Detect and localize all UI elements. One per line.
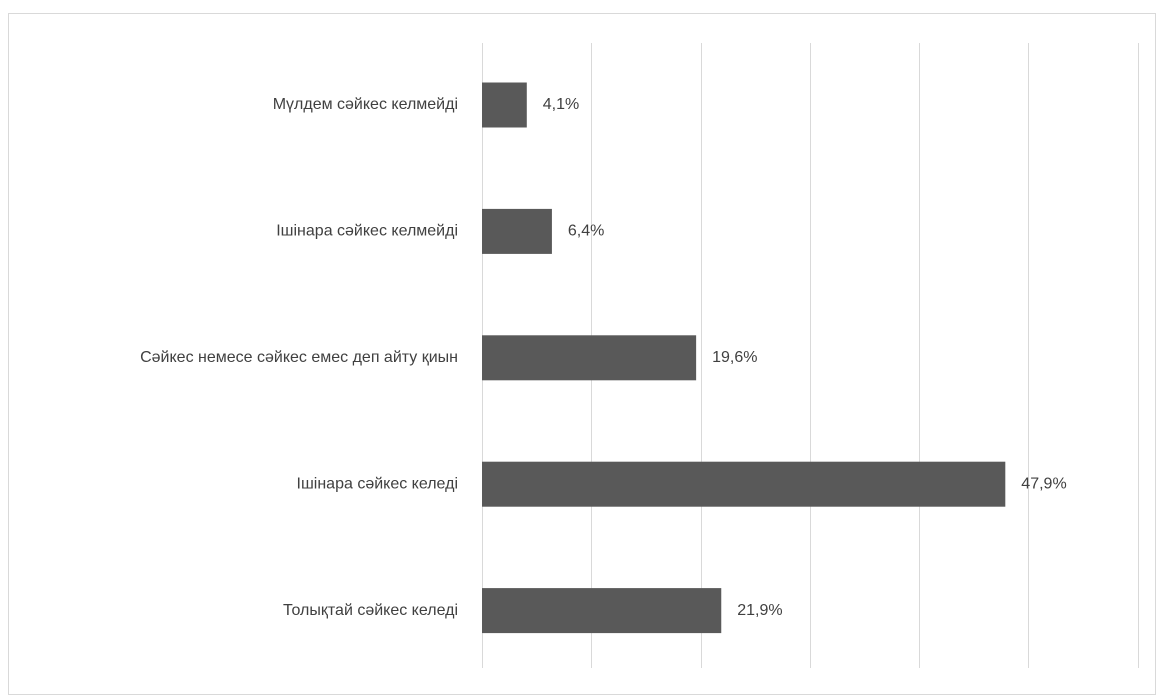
category-labels: Мүлдем сәйкес келмейді Ішінара сәйкес кел… <box>140 96 458 619</box>
bar-4 <box>482 588 722 634</box>
bar-1 <box>482 208 552 254</box>
bar-3 <box>482 461 1006 507</box>
value-label-2: 19,6% <box>712 349 757 366</box>
category-label-3: Ішінара сәйкес келеді <box>297 475 459 492</box>
category-label-4: Толықтай сәйкес келеді <box>283 602 458 619</box>
value-label-3: 47,9% <box>1021 475 1066 492</box>
bars <box>482 82 1006 634</box>
value-label-4: 21,9% <box>737 602 782 619</box>
category-label-2: Сәйкес немесе сәйкес емес деп айту қиын <box>140 349 458 366</box>
bar-0 <box>482 82 527 128</box>
category-label-1: Ішінара сәйкес келмейді <box>276 223 458 240</box>
category-label-0: Мүлдем сәйкес келмейді <box>273 96 458 113</box>
value-labels: 4,1% 6,4% 19,6% 47,9% 21,9% <box>543 96 1067 619</box>
bar-2 <box>482 335 697 381</box>
value-label-1: 6,4% <box>568 223 604 240</box>
gridlines <box>482 43 1139 668</box>
value-label-0: 4,1% <box>543 96 579 113</box>
